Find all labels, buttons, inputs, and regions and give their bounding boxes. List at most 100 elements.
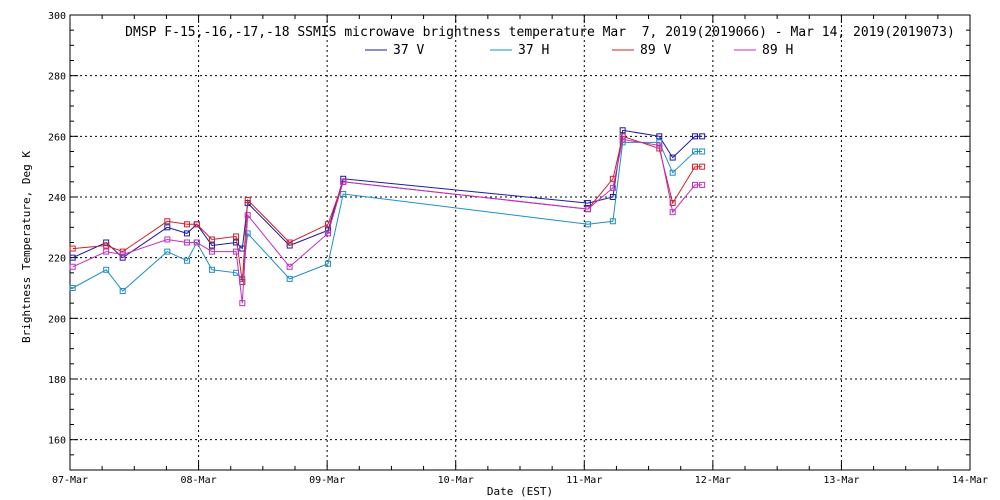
x-tick-label: 08-Mar: [181, 475, 217, 486]
data-point: [286, 239, 293, 246]
ticks-layer: 07-Mar 08-Mar 09-Mar 10-Mar 11-Mar 12-Mar 13-M…: [48, 11, 988, 486]
data-point: [669, 154, 676, 161]
data-point: [692, 133, 698, 140]
data-point: [699, 133, 706, 140]
data-point: [233, 233, 240, 240]
data-point: [286, 275, 293, 282]
data-point: [233, 239, 240, 246]
data-point: [193, 239, 200, 246]
x-axis-label: Date (EST): [487, 485, 553, 498]
data-point: [208, 236, 215, 243]
y-axis-label: Brightness Temperature, Deg K: [20, 151, 33, 343]
data-point: [103, 239, 110, 246]
data-point: [699, 181, 706, 188]
data-point: [244, 197, 251, 204]
y-tick-label: 280: [48, 72, 66, 83]
data-point: [164, 248, 171, 255]
y-tick-label: 260: [48, 132, 66, 143]
data-point: [164, 236, 171, 243]
data-point: [208, 242, 215, 249]
data-point: [119, 288, 126, 295]
legend-label: 37 V: [393, 43, 424, 58]
data-point: [193, 221, 200, 228]
data-point: [692, 148, 698, 155]
data-point: [619, 136, 626, 143]
data-point: [325, 230, 332, 237]
data-point: [69, 245, 76, 252]
x-tick-label: 07-Mar: [52, 475, 88, 486]
data-point: [164, 224, 171, 231]
data-point: [286, 242, 293, 249]
data-point: [69, 263, 76, 270]
data-point: [286, 263, 293, 270]
y-tick-label: 180: [48, 375, 66, 386]
data-point: [103, 242, 110, 249]
legend: 37 V 37 H 89 V 89 H: [365, 43, 793, 58]
plot-frame: [69, 14, 971, 471]
data-point: [669, 200, 676, 207]
data-point: [669, 169, 676, 176]
legend-label: 89 V: [640, 43, 671, 58]
y-tick-label: 200: [48, 314, 66, 325]
data-point: [609, 218, 616, 225]
data-point: [609, 184, 616, 191]
data-point: [325, 260, 332, 267]
chart-title: DMSP F-15,-16,-17,-18 SSMIS microwave br…: [125, 25, 955, 40]
data-point: [584, 200, 591, 207]
data-point: [164, 218, 171, 225]
data-point: [609, 175, 616, 182]
data-point: [340, 178, 347, 185]
data-point: [119, 254, 126, 261]
series-group: [69, 133, 706, 285]
data-point: [103, 248, 110, 255]
series-group: [69, 139, 706, 295]
data-point: [656, 133, 663, 140]
data-point: [208, 248, 215, 255]
series-line: [72, 141, 703, 292]
grid-layer: [70, 15, 970, 470]
y-tick-label: 300: [48, 11, 66, 22]
data-point: [119, 251, 126, 258]
data-point: [69, 285, 76, 291]
y-tick-label: 160: [48, 436, 66, 447]
x-tick-label: 13-Mar: [823, 475, 859, 486]
data-point: [692, 163, 698, 170]
data-point: [609, 194, 616, 200]
y-tick-label: 240: [48, 193, 66, 204]
data-point: [233, 248, 240, 255]
x-tick-label: 11-Mar: [566, 475, 602, 486]
legend-label: 89 H: [762, 43, 793, 58]
data-point: [183, 230, 190, 237]
series-line: [72, 129, 703, 259]
data-point: [692, 181, 698, 188]
data-point: [669, 209, 676, 216]
data-point: [584, 221, 591, 228]
legend-label: 37 H: [518, 43, 549, 58]
x-tick-label: 09-Mar: [309, 475, 345, 486]
x-tick-label: 10-Mar: [438, 475, 474, 486]
data-point: [239, 300, 246, 307]
x-tick-label: 12-Mar: [695, 475, 731, 486]
data-point: [183, 257, 190, 264]
data-point: [183, 239, 190, 246]
data-point: [619, 133, 626, 140]
series-group: [69, 136, 706, 307]
data-point: [619, 127, 626, 134]
x-tick-label: 14-Mar: [952, 475, 988, 486]
data-point: [340, 190, 347, 197]
series-line: [72, 138, 703, 304]
data-point: [656, 142, 663, 149]
data-point: [69, 254, 76, 261]
data-point: [699, 163, 706, 170]
data-point: [103, 266, 110, 273]
data-point: [584, 206, 591, 213]
data-point: [208, 266, 215, 273]
data-point: [244, 212, 251, 219]
series-layer: [69, 127, 706, 307]
y-tick-label: 220: [48, 254, 66, 265]
series-line: [72, 135, 703, 282]
data-point: [183, 221, 190, 228]
data-point: [699, 148, 706, 155]
